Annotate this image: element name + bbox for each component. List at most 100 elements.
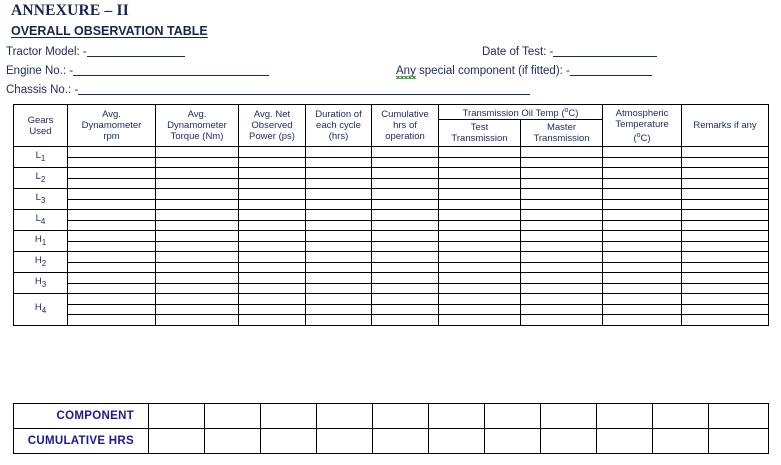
data-cell[interactable] xyxy=(371,282,439,295)
data-cell[interactable] xyxy=(371,240,439,253)
data-cell[interactable] xyxy=(681,188,770,200)
data-cell[interactable] xyxy=(238,282,306,295)
data-cell[interactable] xyxy=(238,230,306,242)
data-cell[interactable] xyxy=(67,198,156,211)
data-cell[interactable] xyxy=(681,230,770,242)
data-cell[interactable] xyxy=(238,240,306,253)
data-cell[interactable] xyxy=(67,261,156,274)
data-cell[interactable] xyxy=(438,146,521,158)
data-cell[interactable] xyxy=(155,188,239,200)
data-cell[interactable] xyxy=(681,251,770,263)
summary-cell[interactable] xyxy=(372,403,429,429)
summary-cell[interactable] xyxy=(596,403,653,429)
data-cell[interactable] xyxy=(371,272,439,284)
data-cell[interactable] xyxy=(602,167,683,179)
data-cell[interactable] xyxy=(438,188,521,200)
data-cell[interactable] xyxy=(438,303,521,316)
data-cell[interactable] xyxy=(305,156,372,169)
data-cell[interactable] xyxy=(238,209,306,221)
data-cell[interactable] xyxy=(438,177,521,190)
data-cell[interactable] xyxy=(238,188,306,200)
data-cell[interactable] xyxy=(67,188,156,200)
data-cell[interactable] xyxy=(602,177,683,190)
data-cell[interactable] xyxy=(155,167,239,179)
data-cell[interactable] xyxy=(155,156,239,169)
data-cell[interactable] xyxy=(67,219,156,232)
data-cell[interactable] xyxy=(305,261,372,274)
summary-cell[interactable] xyxy=(484,428,541,454)
data-cell[interactable] xyxy=(602,209,683,221)
data-cell[interactable] xyxy=(305,188,372,200)
data-cell[interactable] xyxy=(602,146,683,158)
data-cell[interactable] xyxy=(67,293,156,305)
data-cell[interactable] xyxy=(438,251,521,263)
data-cell[interactable] xyxy=(519,251,604,263)
data-cell[interactable] xyxy=(519,230,604,242)
data-cell[interactable] xyxy=(155,303,239,316)
data-cell[interactable] xyxy=(681,146,770,158)
data-cell[interactable] xyxy=(371,251,439,263)
data-cell[interactable] xyxy=(438,156,521,169)
data-cell[interactable] xyxy=(438,167,521,179)
data-cell[interactable] xyxy=(519,282,604,295)
data-cell[interactable] xyxy=(519,314,604,326)
data-cell[interactable] xyxy=(438,282,521,295)
summary-cell[interactable] xyxy=(204,403,261,429)
data-cell[interactable] xyxy=(371,293,439,305)
data-cell[interactable] xyxy=(681,156,770,169)
data-cell[interactable] xyxy=(602,156,683,169)
data-cell[interactable] xyxy=(155,272,239,284)
data-cell[interactable] xyxy=(371,146,439,158)
engine-no-input[interactable] xyxy=(73,65,270,76)
data-cell[interactable] xyxy=(519,272,604,284)
special-component-input[interactable] xyxy=(569,65,652,76)
data-cell[interactable] xyxy=(305,314,372,326)
data-cell[interactable] xyxy=(371,167,439,179)
data-cell[interactable] xyxy=(155,209,239,221)
data-cell[interactable] xyxy=(238,177,306,190)
data-cell[interactable] xyxy=(519,240,604,253)
data-cell[interactable] xyxy=(67,251,156,263)
data-cell[interactable] xyxy=(305,293,372,305)
data-cell[interactable] xyxy=(438,219,521,232)
summary-cell[interactable] xyxy=(428,403,485,429)
data-cell[interactable] xyxy=(238,303,306,316)
data-cell[interactable] xyxy=(155,177,239,190)
data-cell[interactable] xyxy=(519,293,604,305)
data-cell[interactable] xyxy=(438,314,521,326)
data-cell[interactable] xyxy=(438,198,521,211)
summary-cell[interactable] xyxy=(316,403,373,429)
summary-cell[interactable] xyxy=(708,428,769,454)
data-cell[interactable] xyxy=(155,198,239,211)
data-cell[interactable] xyxy=(238,272,306,284)
data-cell[interactable] xyxy=(305,303,372,316)
data-cell[interactable] xyxy=(519,188,604,200)
data-cell[interactable] xyxy=(602,188,683,200)
data-cell[interactable] xyxy=(67,156,156,169)
summary-cell[interactable] xyxy=(148,428,205,454)
data-cell[interactable] xyxy=(305,146,372,158)
data-cell[interactable] xyxy=(602,230,683,242)
data-cell[interactable] xyxy=(519,198,604,211)
data-cell[interactable] xyxy=(438,240,521,253)
data-cell[interactable] xyxy=(438,209,521,221)
data-cell[interactable] xyxy=(681,314,770,326)
data-cell[interactable] xyxy=(371,230,439,242)
data-cell[interactable] xyxy=(155,293,239,305)
data-cell[interactable] xyxy=(438,272,521,284)
data-cell[interactable] xyxy=(519,219,604,232)
data-cell[interactable] xyxy=(67,209,156,221)
data-cell[interactable] xyxy=(305,251,372,263)
data-cell[interactable] xyxy=(519,303,604,316)
summary-cell[interactable] xyxy=(260,428,317,454)
data-cell[interactable] xyxy=(519,209,604,221)
date-of-test-input[interactable] xyxy=(553,46,658,57)
data-cell[interactable] xyxy=(519,167,604,179)
data-cell[interactable] xyxy=(238,261,306,274)
data-cell[interactable] xyxy=(602,219,683,232)
data-cell[interactable] xyxy=(238,293,306,305)
summary-cell[interactable] xyxy=(540,428,597,454)
data-cell[interactable] xyxy=(238,167,306,179)
data-cell[interactable] xyxy=(681,261,770,274)
data-cell[interactable] xyxy=(681,177,770,190)
